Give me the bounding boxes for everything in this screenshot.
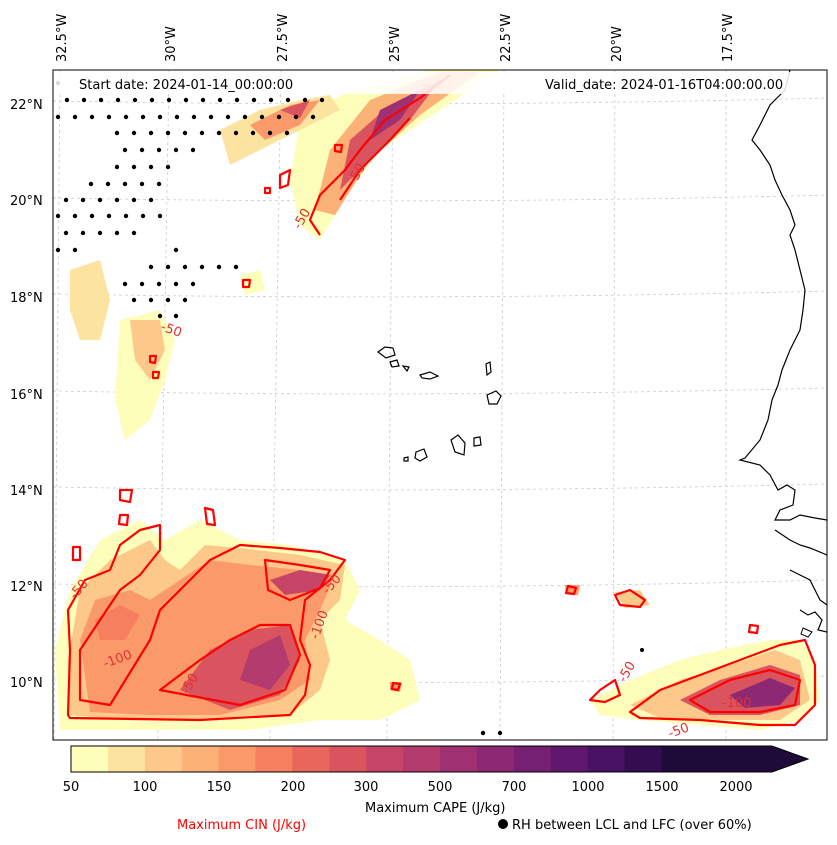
- colorbar-swatch: [218, 746, 256, 772]
- colorbar-tick: 1000: [571, 780, 605, 795]
- colorbar-swatch: [181, 746, 220, 772]
- colorbar-swatch: [476, 746, 515, 772]
- colorbar-swatch: [403, 746, 441, 772]
- cin-contours: [66, 74, 817, 727]
- colorbar-tick: 150: [206, 780, 232, 795]
- cin-legend-label: Maximum CIN (J/kg): [177, 818, 307, 833]
- colorbar-tick: 700: [501, 780, 527, 795]
- rh-legend-label: RH between LCL and LFC (over 60%): [512, 818, 752, 833]
- contour-label: -50: [666, 720, 691, 741]
- colorbar-swatch: [624, 746, 662, 772]
- colorbar-tick: 500: [427, 780, 453, 795]
- lat-label-10n: 10°N: [10, 676, 43, 691]
- colorbar-swatch: [366, 746, 404, 772]
- colorbar-tick: 100: [132, 780, 158, 795]
- rh-dot-icon: [498, 819, 508, 829]
- start-date-label: Start date: 2024-01-14_00:00:00: [79, 78, 294, 93]
- lat-label-18n: 18°N: [10, 291, 43, 306]
- colorbar-swatch: [513, 746, 552, 772]
- colorbar-swatch: [440, 746, 478, 772]
- colorbar-tick: 200: [280, 780, 306, 795]
- colorbar-swatch: [292, 746, 330, 772]
- colorbar-swatch: [144, 746, 183, 772]
- colorbar-tick: 2000: [719, 780, 753, 795]
- lat-label-20n: 20°N: [10, 194, 43, 209]
- colorbar-swatch: [107, 746, 146, 772]
- valid-date-label: Valid_date: 2024-01-16T04:00:00.00: [545, 78, 784, 93]
- colorbar-swatch: [661, 746, 808, 772]
- cape-verde-islands: [376, 346, 502, 462]
- lat-label-14n: 14°N: [10, 484, 43, 499]
- colorbar-tick: 1500: [645, 780, 679, 795]
- colorbar-swatch: [329, 746, 367, 772]
- contour-label: -100: [722, 696, 752, 711]
- colorbar-swatch: [550, 746, 589, 772]
- colorbar-label: Maximum CAPE (J/kg): [365, 801, 506, 816]
- contour-label: -50: [159, 320, 184, 341]
- colorbar-swatch: [255, 746, 293, 772]
- colorbar-tick: 300: [353, 780, 379, 795]
- rh-legend: RH between LCL and LFC (over 60%): [498, 818, 752, 833]
- colorbar-swatch: [71, 746, 109, 772]
- lat-label-12n: 12°N: [10, 580, 43, 595]
- colorbar-swatch: [587, 746, 625, 772]
- lat-label-16n: 16°N: [10, 388, 43, 403]
- rh-stipple: [55, 80, 644, 736]
- colorbar-tick: 50: [62, 780, 80, 795]
- lat-label-22n: 22°N: [10, 98, 43, 113]
- cape-colorbar: [70, 745, 810, 773]
- africa-coastline: [738, 70, 827, 521]
